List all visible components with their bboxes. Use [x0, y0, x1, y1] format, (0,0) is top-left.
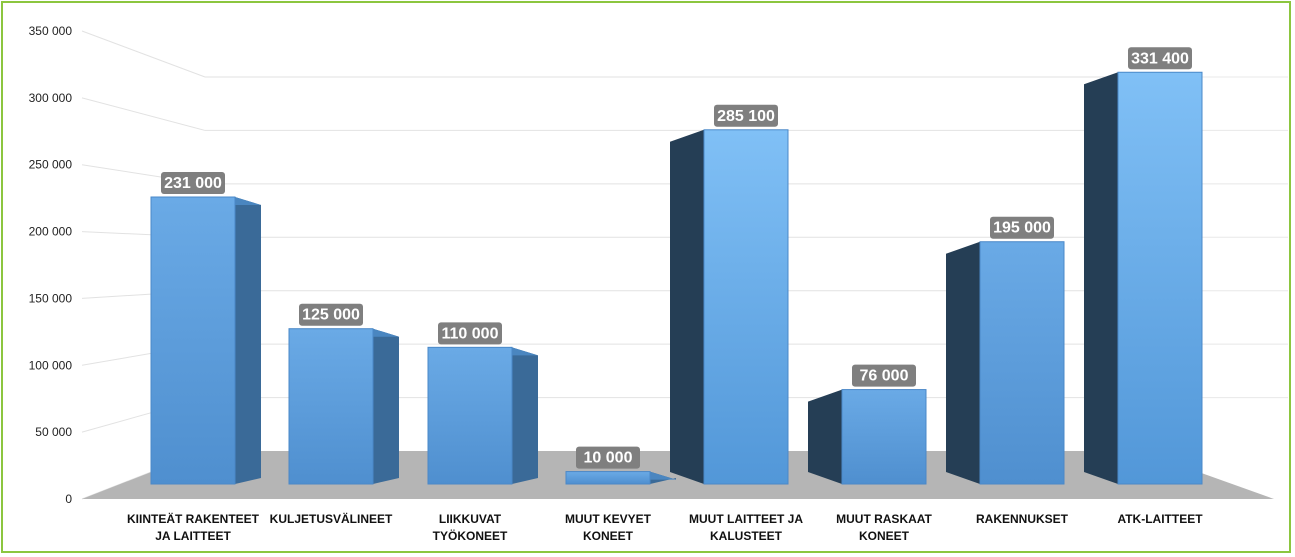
y-tick-label: 0	[65, 492, 72, 506]
data-label: 76 000	[860, 368, 909, 385]
data-label-box	[990, 216, 1054, 239]
x-tick-label: ATK-LAITTEET	[1117, 512, 1203, 526]
bar-side-face	[946, 241, 980, 484]
y-tick-label: 50 000	[35, 425, 72, 439]
data-label: 110 000	[442, 325, 499, 342]
bar-side-face	[373, 328, 399, 484]
y-axis: 0 50 000 100 000 150 000 200 000 250 000 300 0…	[29, 24, 73, 506]
data-label: 125 000	[302, 307, 360, 324]
data-label: 331 400	[1131, 50, 1189, 67]
data-label-box	[161, 172, 225, 194]
bar-side-face	[235, 197, 261, 484]
data-label-box	[1128, 47, 1192, 70]
x-tick-label: KALUSTEET	[710, 529, 783, 543]
bar	[427, 346, 513, 485]
data-label-box	[852, 364, 916, 387]
bar	[565, 471, 651, 485]
data-label-box	[438, 322, 502, 345]
x-tick-label: KONEET	[583, 529, 634, 543]
data-label: 195 000	[993, 220, 1051, 237]
x-tick-label: JA LAITTEET	[155, 529, 231, 543]
x-tick-label: MUUT KEVYET	[565, 512, 652, 526]
bar-side-face	[1084, 72, 1118, 484]
bar	[841, 389, 927, 485]
data-label: 231 000	[164, 175, 222, 192]
bars	[150, 71, 1203, 485]
data-label-box	[299, 303, 363, 326]
x-tick-label: MUUT LAITTEET JA	[689, 512, 803, 526]
bar	[1117, 71, 1203, 485]
data-label-box	[714, 104, 778, 127]
bar	[703, 129, 789, 485]
side-gridline	[81, 30, 206, 78]
x-tick-label: LIIKKUVAT	[439, 512, 502, 526]
y-tick-label: 200 000	[29, 225, 73, 239]
side-gridline	[81, 97, 206, 131]
y-tick-label: 100 000	[29, 358, 73, 372]
y-tick-label: 250 000	[29, 158, 73, 172]
bar-side-face	[808, 389, 842, 484]
x-tick-label: RAKENNUKSET	[976, 512, 1069, 526]
x-tick-label: KONEET	[859, 529, 910, 543]
x-tick-label: TYÖKONEET	[433, 528, 508, 543]
data-label: 285 100	[717, 108, 775, 125]
y-tick-label: 300 000	[29, 91, 73, 105]
x-tick-label: KULJETUSVÄLINEET	[270, 511, 393, 526]
data-labels: 231 000 125 000 110 000 10 000 285 100 76 000…	[161, 47, 1192, 469]
bar	[150, 196, 236, 485]
bar-side-face	[512, 347, 538, 484]
data-label: 10 000	[584, 450, 633, 467]
bar	[979, 241, 1065, 485]
x-tick-label: MUUT RASKAAT	[836, 512, 932, 526]
x-axis: KIINTEÄT RAKENTEET JA LAITTEET KULJETUSVÄL…	[127, 511, 1203, 543]
y-tick-label: 150 000	[29, 291, 73, 305]
x-tick-label: KIINTEÄT RAKENTEET	[127, 511, 260, 526]
bar-side-face	[670, 129, 704, 484]
bar	[288, 328, 374, 485]
data-label-box	[576, 446, 640, 469]
y-tick-label: 350 000	[29, 24, 73, 38]
